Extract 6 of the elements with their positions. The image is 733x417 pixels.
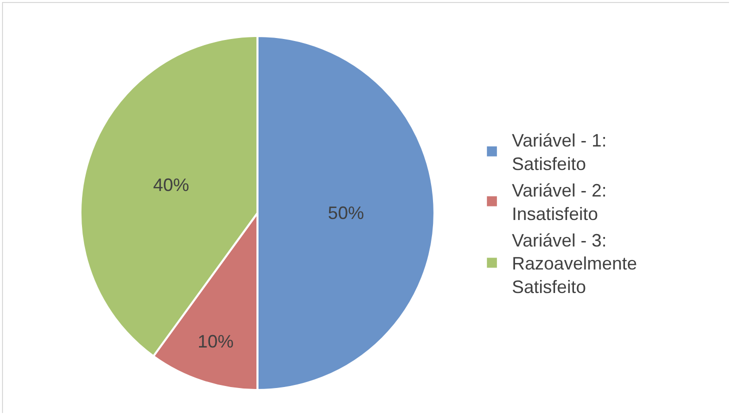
data-label: 50% bbox=[328, 203, 364, 223]
legend-label: Variável - 3: Razoavelmente Satisfeito bbox=[512, 230, 637, 298]
legend-label: Variável - 1: Satisfeito bbox=[512, 130, 607, 174]
legend-label: Variável - 2: Insatisfeito bbox=[512, 180, 607, 224]
data-label: 40% bbox=[153, 174, 190, 195]
data-label: 10% bbox=[198, 332, 234, 352]
